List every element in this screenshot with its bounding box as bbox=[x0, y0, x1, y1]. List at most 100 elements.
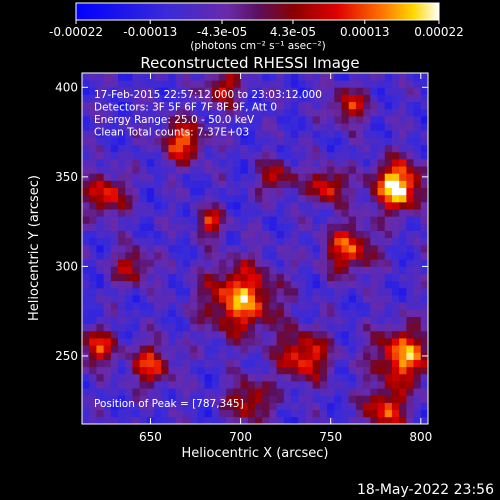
heatmap-cell bbox=[218, 330, 227, 339]
heatmap-cell bbox=[413, 158, 422, 167]
heatmap-cell bbox=[89, 395, 97, 403]
heatmap-cell bbox=[355, 230, 364, 239]
heatmap-cell bbox=[355, 158, 364, 167]
heatmap-cell bbox=[348, 223, 357, 231]
heatmap-cell bbox=[391, 295, 400, 303]
heatmap-cell bbox=[298, 352, 306, 360]
heatmap-cell bbox=[218, 366, 227, 375]
heatmap-cell bbox=[262, 180, 270, 189]
heatmap-cell bbox=[305, 123, 314, 131]
heatmap-cell bbox=[226, 115, 234, 124]
heatmap-cell bbox=[269, 137, 278, 146]
heatmap-cell bbox=[175, 209, 184, 217]
heatmap-cell bbox=[190, 230, 198, 239]
heatmap-cell bbox=[139, 223, 148, 231]
heatmap-cell bbox=[384, 158, 393, 167]
heatmap-cell bbox=[226, 87, 234, 95]
heatmap-cell bbox=[197, 137, 205, 146]
heatmap-cell bbox=[399, 373, 407, 382]
heatmap-cell bbox=[247, 345, 256, 353]
heatmap-cell bbox=[399, 123, 407, 131]
heatmap-cell bbox=[139, 252, 148, 260]
heatmap-cell bbox=[305, 130, 314, 138]
heatmap-cell bbox=[370, 273, 378, 282]
heatmap-cell bbox=[197, 94, 205, 103]
heatmap-cell bbox=[240, 151, 249, 160]
heatmap-cell bbox=[334, 130, 342, 138]
heatmap-cell bbox=[218, 373, 227, 382]
heatmap-cell bbox=[305, 280, 314, 289]
heatmap-cell bbox=[168, 166, 177, 174]
heatmap-cell bbox=[319, 230, 328, 239]
heatmap-cell bbox=[420, 180, 429, 189]
heatmap-cell bbox=[384, 101, 393, 110]
heatmap-cell bbox=[255, 395, 263, 403]
heatmap-cell bbox=[262, 373, 270, 382]
heatmap-cell bbox=[146, 237, 155, 246]
heatmap-cell bbox=[110, 223, 119, 231]
heatmap-cell bbox=[363, 108, 371, 117]
heatmap-cell bbox=[341, 316, 350, 325]
heatmap-cell bbox=[110, 73, 119, 81]
heatmap-cell bbox=[125, 137, 133, 146]
heatmap-cell bbox=[211, 223, 220, 231]
heatmap-cell bbox=[154, 316, 162, 325]
heatmap-cell bbox=[125, 87, 133, 95]
heatmap-cell bbox=[218, 108, 227, 117]
heatmap-cell bbox=[291, 388, 299, 396]
heatmap-cell bbox=[118, 73, 126, 81]
heatmap-cell bbox=[89, 123, 97, 131]
heatmap-cell bbox=[132, 158, 141, 167]
heatmap-cell bbox=[190, 309, 198, 317]
heatmap-cell bbox=[413, 101, 422, 110]
heatmap-cell bbox=[132, 309, 141, 317]
heatmap-cell bbox=[312, 352, 321, 360]
heatmap-cell bbox=[348, 80, 357, 88]
heatmap-cell bbox=[190, 323, 198, 332]
heatmap-cell bbox=[420, 252, 429, 260]
heatmap-cell bbox=[89, 273, 97, 282]
heatmap-cell bbox=[291, 115, 299, 124]
heatmap-cell bbox=[348, 287, 357, 296]
heatmap-cell bbox=[255, 87, 263, 95]
heatmap-cell bbox=[125, 237, 133, 246]
heatmap-cell bbox=[233, 115, 241, 124]
heatmap-cell bbox=[334, 87, 342, 95]
heatmap-cell bbox=[218, 166, 227, 174]
heatmap-cell bbox=[110, 280, 119, 289]
heatmap-cell bbox=[197, 130, 205, 138]
heatmap-cell bbox=[305, 73, 314, 81]
heatmap-cell bbox=[118, 416, 126, 425]
heatmap-cell bbox=[204, 330, 213, 339]
heatmap-cell bbox=[110, 123, 119, 131]
heatmap-cell bbox=[255, 173, 263, 181]
heatmap-cell bbox=[298, 201, 306, 210]
heatmap-cell bbox=[211, 302, 220, 310]
heatmap-cell bbox=[276, 216, 285, 224]
heatmap-cell bbox=[291, 409, 299, 418]
heatmap-cell bbox=[125, 151, 133, 160]
heatmap-cell bbox=[420, 101, 429, 110]
heatmap-cell bbox=[89, 244, 97, 253]
heatmap-cell bbox=[247, 216, 256, 224]
heatmap-cell bbox=[283, 302, 292, 310]
heatmap-cell bbox=[89, 194, 97, 203]
heatmap-cell bbox=[384, 216, 393, 224]
heatmap-cell bbox=[146, 345, 155, 353]
heatmap-cell bbox=[391, 237, 400, 246]
heatmap-cell bbox=[363, 187, 371, 196]
heatmap-cell bbox=[341, 115, 350, 124]
heatmap-cell bbox=[154, 166, 162, 174]
heatmap-cell bbox=[406, 137, 414, 146]
heatmap-cell bbox=[413, 302, 422, 310]
heatmap-cell bbox=[384, 151, 393, 160]
heatmap-cell bbox=[262, 366, 270, 375]
heatmap-cell bbox=[233, 123, 241, 131]
heatmap-cell bbox=[255, 123, 263, 131]
heatmap-cell bbox=[391, 123, 400, 131]
heatmap-cell bbox=[175, 259, 184, 267]
heatmap-cell bbox=[276, 373, 285, 382]
heatmap-cell bbox=[132, 416, 141, 425]
heatmap-cell bbox=[240, 244, 249, 253]
heatmap-cell bbox=[96, 352, 105, 360]
